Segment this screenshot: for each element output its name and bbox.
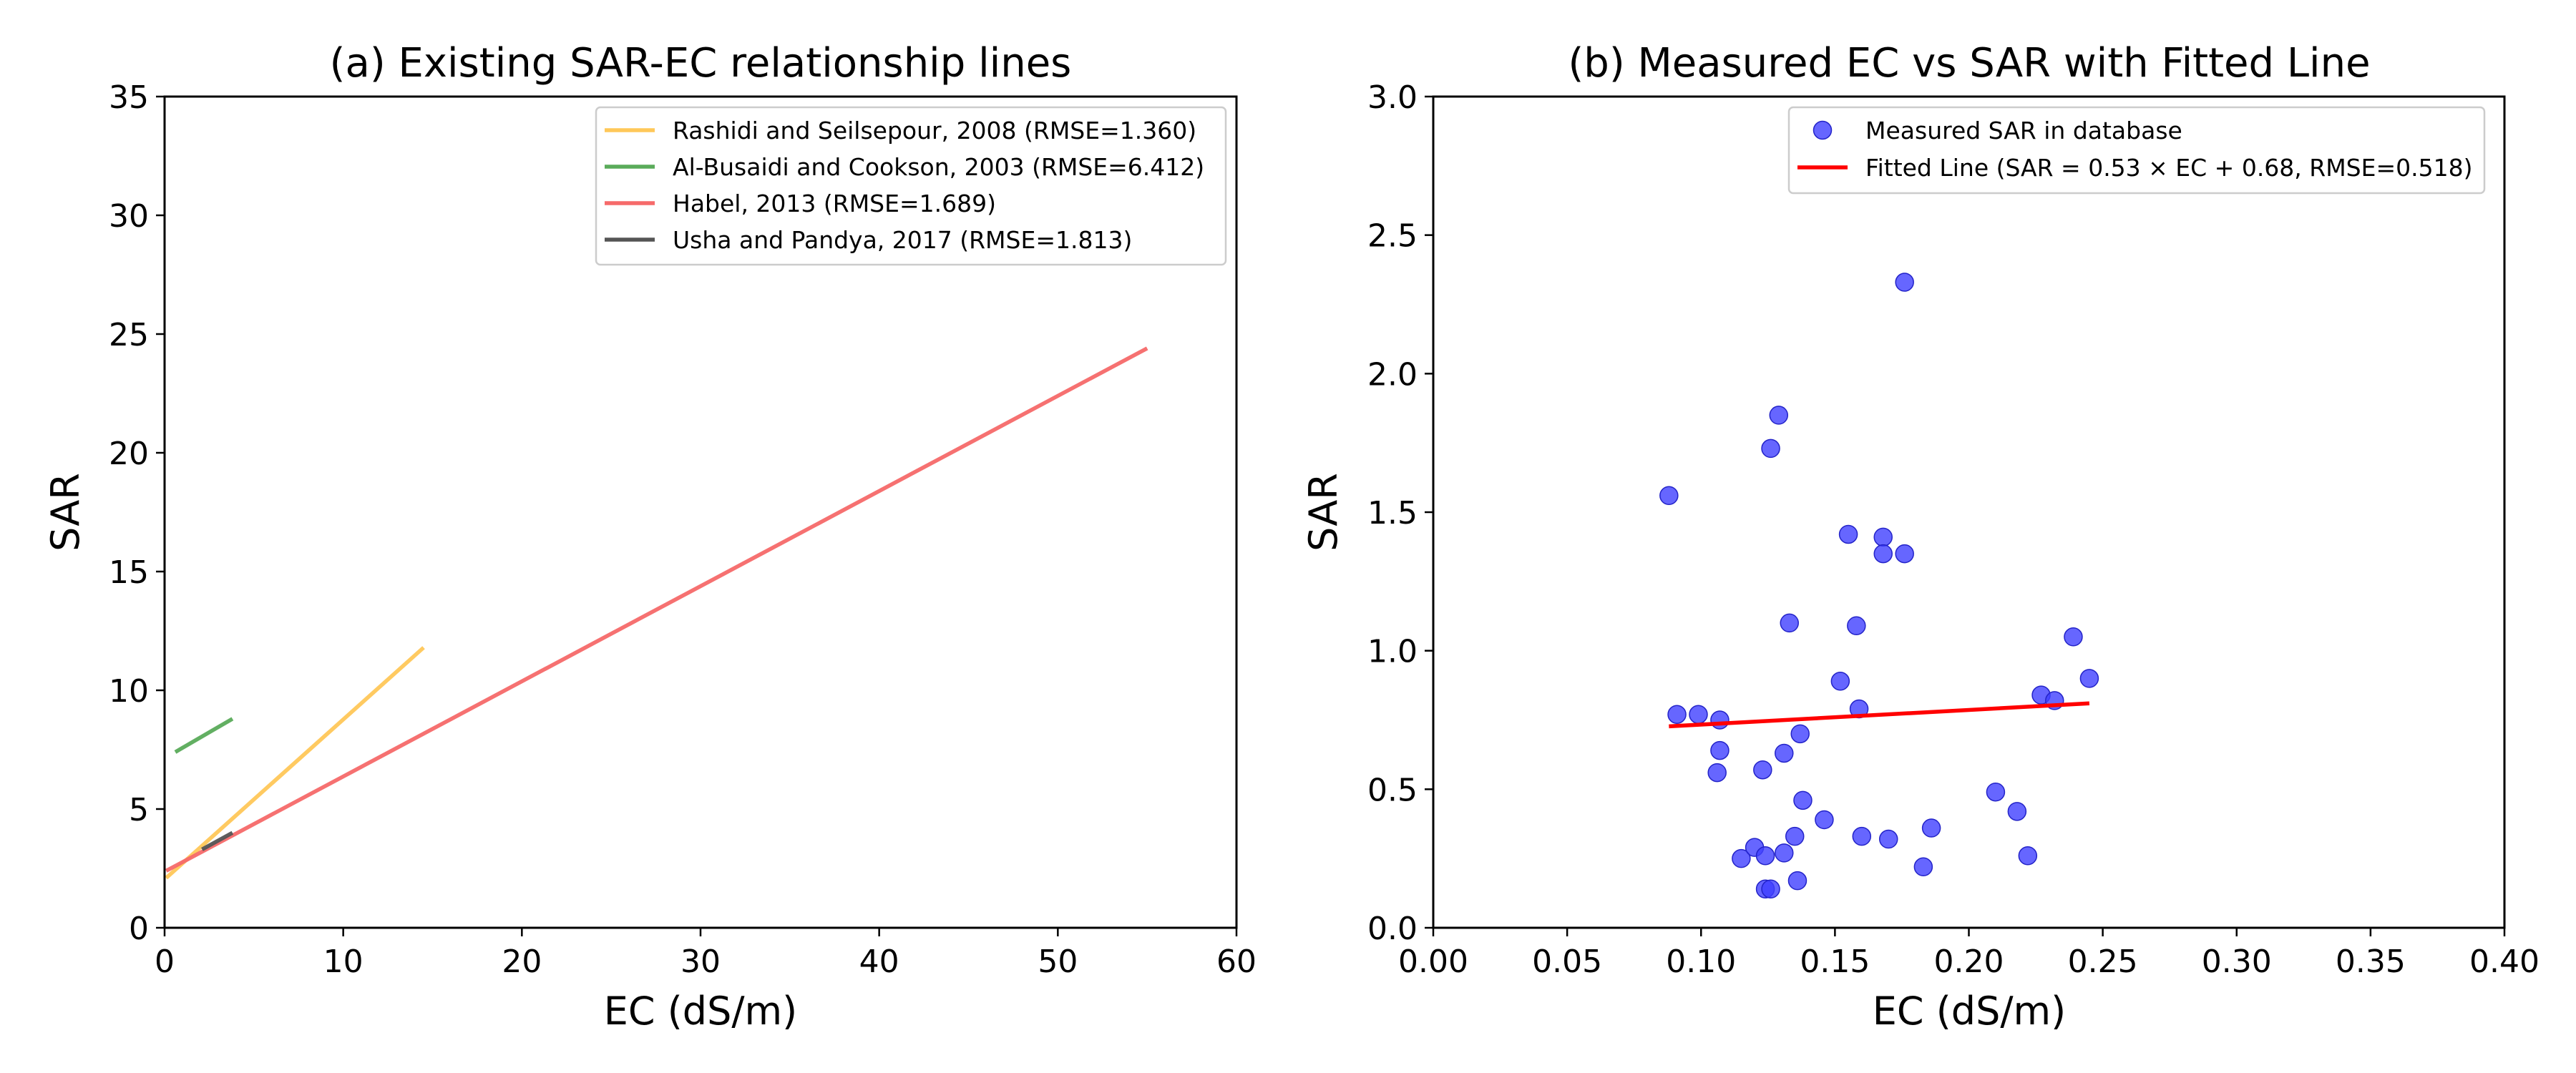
- panel-a-x-tick-label: 40: [859, 944, 899, 980]
- panel-b-x-tick-label: 0.15: [1800, 944, 1870, 980]
- panel-b-x-tick-label: 0.30: [2202, 944, 2272, 980]
- legend-label-fit: Fitted Line (SAR = 0.53 × EC + 0.68, RMS…: [1865, 154, 2472, 182]
- panel-b-measured-scatter: 0.00 0.05 0.10 0.15 0.20 0.25 0.30 0.35 0.40 0.0 0…: [1301, 40, 2540, 1034]
- panel-b-y-tick-label: 0.0: [1367, 911, 1418, 947]
- panel-a-y-tick-label: 20: [109, 436, 149, 472]
- legend-label-scatter: Measured SAR in database: [1865, 117, 2182, 144]
- legend-label-1: Al-Busaidi and Cookson, 2003 (RMSE=6.412…: [673, 153, 1204, 181]
- panel-a-y-tick-label: 35: [109, 79, 149, 116]
- scatter-point-10: [1755, 846, 1775, 866]
- panel-b-y-tick-label: 1.0: [1367, 634, 1418, 670]
- scatter-point-21: [1815, 810, 1834, 830]
- panel-b-y-tick-label: 0.5: [1367, 772, 1418, 808]
- scatter-point-5: [1707, 763, 1727, 783]
- scatter-point-36: [2018, 846, 2038, 866]
- panel-b-x-tick-label: 0.40: [2469, 944, 2540, 980]
- scatter-point-20: [1793, 790, 1813, 810]
- scatter-point-8: [1753, 760, 1772, 780]
- panel-b-y-axis-label: SAR: [1301, 473, 1346, 552]
- scatter-point-32: [1913, 857, 1933, 877]
- panel-a-plot-area: [165, 346, 1148, 880]
- panel-a-ticks: 0 10 20 30 40 50 60 0 5 10 15 20 25 30 35: [109, 79, 1257, 980]
- scatter-point-14: [1775, 843, 1794, 863]
- panel-a-y-tick-label: 30: [109, 198, 149, 235]
- panel-b-title: (b) Measured EC vs SAR with Fitted Line: [1568, 40, 2370, 87]
- scatter-point-35: [2007, 802, 2027, 821]
- panel-b-y-tick-label: 2.5: [1367, 218, 1418, 255]
- panel-b-ticks: 0.00 0.05 0.10 0.15 0.20 0.25 0.30 0.35 0.40 0.0 0…: [1367, 79, 2540, 980]
- scatter-point-30: [1895, 273, 1914, 292]
- scatter-point-31: [1895, 544, 1914, 564]
- panel-b-legend: Measured SAR in database Fitted Line (SAR…: [1787, 106, 2486, 195]
- panel-a-x-tick-label: 20: [502, 944, 542, 980]
- panel-a-x-tick-label: 60: [1216, 944, 1257, 980]
- panel-a-y-axis-label: SAR: [43, 473, 88, 552]
- panel-b-x-tick-label: 0.35: [2336, 944, 2406, 980]
- scatter-point-27: [1873, 527, 1893, 547]
- panel-a-x-tick-label: 0: [155, 944, 175, 980]
- panel-b-plot-area: [1659, 273, 2099, 899]
- scatter-point-29: [1878, 829, 1898, 849]
- scatter-point-3: [1710, 710, 1729, 730]
- scatter-point-2: [1689, 705, 1708, 725]
- panel-a-legend: Rashidi and Seilsepour, 2008 (RMSE=1.360…: [595, 106, 1227, 266]
- scatter-point-16: [1780, 613, 1800, 633]
- panel-a-x-axis-label: EC (dS/m): [604, 989, 797, 1034]
- legend-marker-scatter: [1813, 120, 1833, 140]
- scatter-point-13: [1769, 406, 1789, 425]
- panel-a-y-tick-label: 25: [109, 317, 149, 353]
- panel-b-x-tick-label: 0.25: [2068, 944, 2138, 980]
- panel-a-y-tick-label: 5: [129, 792, 149, 828]
- scatter-point-22: [1830, 672, 1850, 691]
- scatter-point-17: [1785, 826, 1805, 846]
- panel-a-x-tick-label: 10: [323, 944, 364, 980]
- scatter-point-23: [1838, 524, 1858, 544]
- fitted-line: [1669, 701, 2090, 729]
- scatter-point-6: [1732, 848, 1751, 868]
- panel-b-y-tick-label: 1.5: [1367, 495, 1418, 531]
- scatter-point-33: [1921, 818, 1941, 838]
- panel-b-x-tick-label: 0.20: [1934, 944, 2004, 980]
- panel-a-y-tick-label: 15: [109, 554, 149, 591]
- scatter-point-24: [1847, 616, 1866, 636]
- scatter-point-19: [1790, 724, 1810, 744]
- scatter-point-39: [2064, 627, 2083, 647]
- legend-label-2: Habel, 2013 (RMSE=1.689): [673, 190, 996, 217]
- scatter-point-12: [1761, 438, 1780, 459]
- panel-a-existing-lines: 0 10 20 30 40 50 60 0 5 10 15 20 25 30 35 (a) Existing…: [43, 40, 1257, 1034]
- scatter-point-4: [1710, 740, 1729, 760]
- legend-box: [1787, 106, 2486, 195]
- panel-b-x-tick-label: 0.10: [1666, 944, 1736, 980]
- legend-label-0: Rashidi and Seilsepour, 2008 (RMSE=1.360…: [673, 117, 1196, 144]
- scatter-point-11: [1761, 879, 1780, 899]
- panel-a-title: (a) Existing SAR-EC relationship lines: [330, 40, 1072, 87]
- scatter-point-28: [1873, 544, 1893, 564]
- legend-label-3: Usha and Pandya, 2017 (RMSE=1.813): [673, 226, 1132, 254]
- panel-b-x-tick-label: 0.00: [1398, 944, 1468, 980]
- scatter-point-0: [1659, 486, 1679, 506]
- series-line-1: [174, 717, 234, 754]
- panel-b-y-tick-label: 2.0: [1367, 356, 1418, 393]
- panel-a-y-tick-label: 10: [109, 673, 149, 710]
- series-line-3: [201, 831, 234, 851]
- scatter-point-40: [2079, 669, 2099, 688]
- series-line-0: [165, 646, 425, 880]
- panel-b-y-tick-label: 3.0: [1367, 79, 1418, 116]
- series-line-2: [165, 346, 1148, 873]
- scatter-point-26: [1852, 826, 1872, 846]
- legend-box: [595, 106, 1227, 266]
- scatter-point-18: [1787, 871, 1807, 891]
- panel-a-y-tick-label: 0: [129, 911, 149, 947]
- scatter-point-1: [1667, 705, 1687, 725]
- panel-b-x-tick-label: 0.05: [1532, 944, 1602, 980]
- panel-a-x-tick-label: 50: [1038, 944, 1078, 980]
- scatter-point-15: [1775, 743, 1794, 763]
- panel-a-x-tick-label: 30: [680, 944, 721, 980]
- panel-b-x-axis-label: EC (dS/m): [1873, 989, 2066, 1034]
- panel-b-axes-frame: [1432, 95, 2506, 929]
- scatter-point-34: [1986, 782, 2006, 802]
